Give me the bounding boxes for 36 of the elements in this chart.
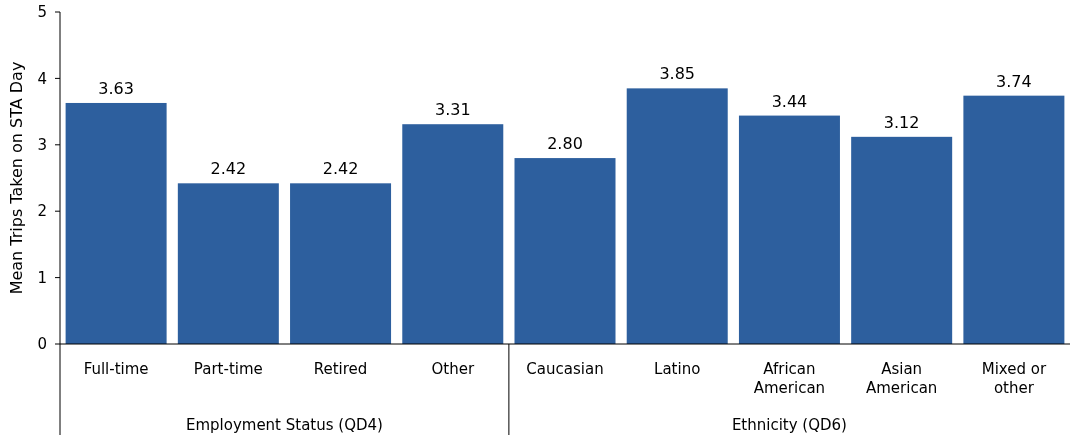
y-axis-title: Mean Trips Taken on STA Day <box>7 61 26 295</box>
x-tick-label: Latino <box>654 360 701 378</box>
data-label: 3.85 <box>659 64 696 84</box>
x-tick-label: Retired <box>313 360 368 378</box>
bar <box>626 88 728 344</box>
bar <box>177 183 279 344</box>
x-tick-label: Full-time <box>83 360 149 378</box>
data-label: 2.42 <box>210 159 247 179</box>
text: Ethnicity (QD6) <box>731 416 847 434</box>
x-tick-label: Other <box>431 360 475 378</box>
y-tick-label: 2 <box>37 202 47 221</box>
y-tick-label: 0 <box>37 335 47 354</box>
bar <box>402 124 504 344</box>
y-tick-label: 1 <box>37 268 47 287</box>
data-label: 3.63 <box>98 78 134 98</box>
bar <box>290 183 392 344</box>
x-tick-label: Caucasian <box>526 360 604 378</box>
x-tick-label: Asian American <box>865 360 938 397</box>
x-tick-label: Part-time <box>193 360 263 378</box>
bar <box>514 158 616 344</box>
bar <box>851 136 953 344</box>
data-label: 2.80 <box>547 134 583 154</box>
text: Employment Status (QD4) <box>185 416 383 434</box>
data-label: 3.74 <box>996 71 1032 91</box>
x-tick-label: African American <box>753 360 826 397</box>
data-label: 3.12 <box>883 112 920 132</box>
y-tick-label: 3 <box>37 136 47 155</box>
data-label: 2.42 <box>322 159 359 179</box>
x-tick-label: Mixed or other <box>981 360 1047 397</box>
data-label: 3.31 <box>434 100 471 120</box>
y-tick-label: 4 <box>37 69 47 88</box>
y-tick-label: 5 <box>37 3 47 22</box>
bar <box>65 102 167 344</box>
bar <box>738 115 840 344</box>
bar <box>963 95 1065 344</box>
data-label: 3.44 <box>771 91 808 111</box>
